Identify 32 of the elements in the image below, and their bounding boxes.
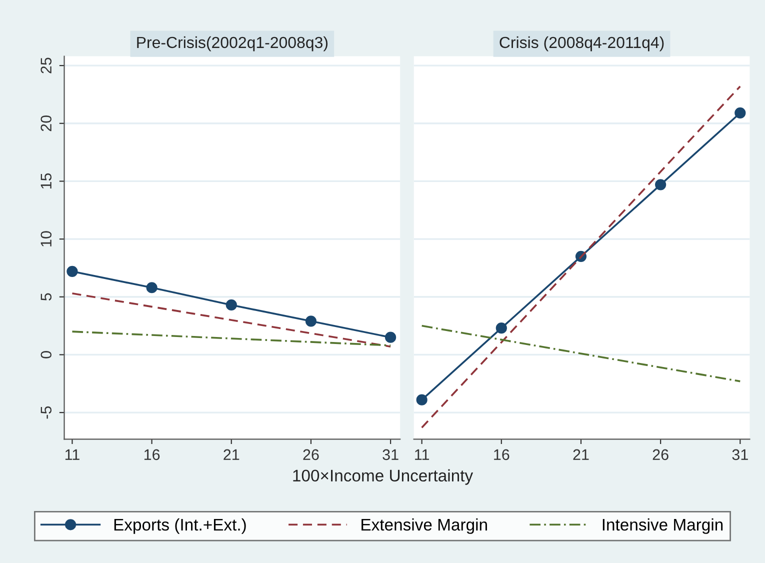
x-tick-label: 16 — [494, 449, 510, 460]
y-tick-label: 0 — [40, 351, 52, 358]
legend-label: Intensive Margin — [602, 518, 723, 534]
x-tick-label: 21 — [573, 449, 589, 460]
point — [305, 316, 317, 327]
y-tick-label: 15 — [40, 173, 52, 189]
y-tick-label: 10 — [40, 231, 52, 246]
chart-title: Crisis (2008q4-2011q4) — [500, 36, 664, 52]
point — [496, 322, 507, 334]
point — [226, 299, 237, 311]
y-tick-label: 25 — [40, 58, 52, 74]
x-tick-label: 26 — [652, 449, 668, 460]
point — [655, 179, 666, 190]
x-tick-label: 11 — [65, 449, 80, 460]
point — [66, 266, 78, 277]
x-axis-title: 100×Income Uncertainty — [293, 469, 474, 485]
x-tick-label: 21 — [224, 449, 240, 460]
x-tick-label: 31 — [382, 449, 398, 460]
legend-label: Exports (Int.+Ext.) — [114, 518, 246, 534]
point — [146, 282, 158, 294]
x-tick-label: 26 — [303, 449, 319, 460]
point — [384, 332, 396, 343]
y-tick-label: 5 — [40, 293, 52, 301]
point — [734, 107, 746, 119]
y-tick-label: -5 — [40, 406, 52, 419]
y-tick-label: 20 — [40, 115, 52, 132]
x-tick-label: 16 — [144, 449, 160, 460]
legend-label: Extensive Margin — [362, 518, 487, 534]
x-tick-label: 31 — [732, 449, 748, 460]
point — [416, 394, 428, 406]
x-tick-label: 11 — [415, 449, 430, 460]
chart-title: Pre-Crisis(2002q1-2008q3) — [137, 36, 328, 52]
